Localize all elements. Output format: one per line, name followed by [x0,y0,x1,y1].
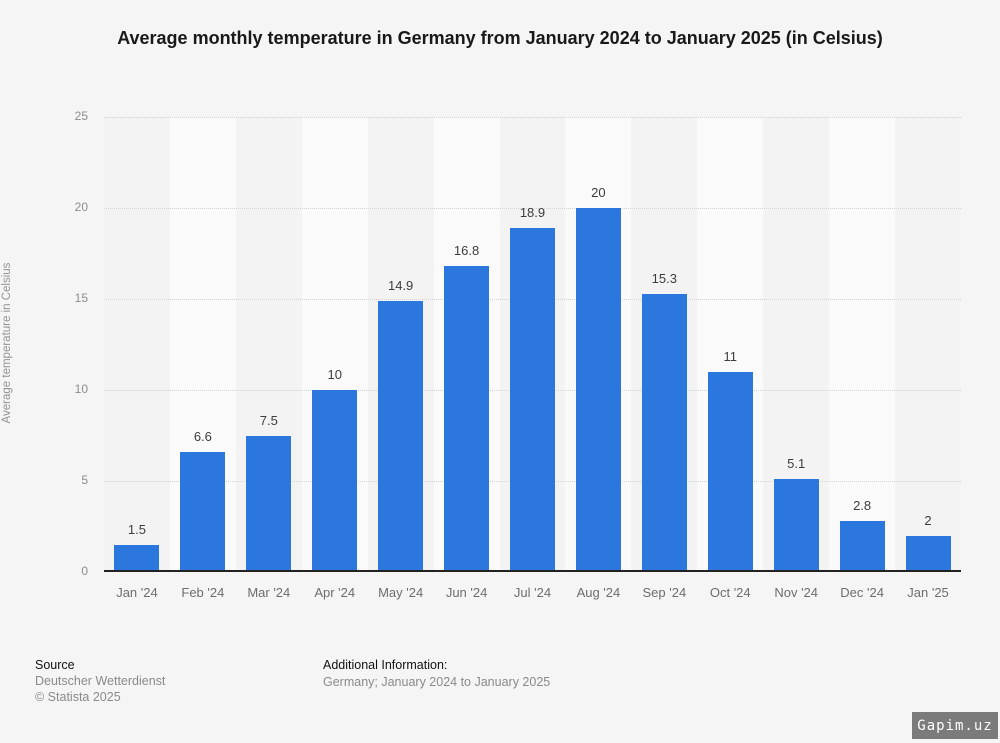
bar-value-label: 7.5 [259,412,278,428]
footer-additional-block: Additional Information: Germany; January… [323,657,550,691]
x-axis-label: Jan '25 [907,585,949,600]
x-axis-label: Jul '24 [513,585,552,600]
bar-value-label: 2.8 [853,498,872,514]
bar-value-label: 20 [591,185,606,200]
x-axis-label: Aug '24 [576,585,621,600]
x-axis-label: Jun '24 [445,585,488,600]
x-axis-label: Feb '24 [181,585,225,600]
bar-feb24[interactable] [180,451,226,572]
bar-value-label: 6.6 [193,428,212,444]
bar-sep24[interactable] [641,293,687,572]
chart-title: Average monthly temperature in Germany f… [117,28,883,48]
y-tick-label: 25 [74,109,88,123]
bar-aug24[interactable] [575,208,621,572]
x-axis-label: May '24 [378,585,424,600]
y-tick-label: 15 [74,291,88,305]
bar-value-label: 11 [723,348,738,364]
bar-value-label: 18.9 [519,205,546,221]
bar-jan25[interactable] [905,535,951,572]
y-axis-title: Average temperature in Celsius [1,262,13,424]
plot-area: 1.5 6.6 7.5 10 14.9 16.8 18.9 20 15.3 11 5.1 2.8 2 [104,117,961,572]
bar-value-label: 15.3 [651,270,677,286]
x-axis-label: Dec '24 [840,585,884,600]
bar-may24[interactable] [378,300,424,572]
bar-value-label: 5.1 [787,456,806,472]
y-tick-label: 5 [81,473,88,487]
bar-value-label: 14.9 [387,277,414,293]
x-axis-label: Jan '24 [116,585,158,600]
x-axis-label: Mar '24 [247,585,291,600]
plot-column-stripe [895,117,961,572]
copyright: © Statista 2025 [35,690,121,704]
x-axis-line [104,570,961,572]
watermark-text: Gapim.uz [917,717,993,734]
y-tick-label: 10 [74,382,88,396]
additional-info-label: Additional Information: [323,658,448,672]
bar-jan24[interactable] [114,544,160,572]
watermark-badge: Gapim.uz [912,712,998,739]
bar-jul24[interactable] [510,228,555,572]
x-axis-label: Sep '24 [642,585,687,600]
bar-value-label: 10 [327,367,342,382]
bar-mar24[interactable] [246,435,292,572]
x-axis-label: Oct '24 [709,585,751,600]
plot-column-stripe [829,117,896,572]
plot-column-stripe [104,117,170,572]
gridline [104,208,961,209]
additional-info-text: Germany; January 2024 to January 2025 [323,675,551,689]
x-axis-label: Apr '24 [314,585,356,600]
bar-nov24[interactable] [773,479,819,572]
bar-jun24[interactable] [444,266,490,572]
bar-value-label: 16.8 [453,243,480,259]
gridline [104,117,961,118]
bar-oct24[interactable] [707,371,753,572]
y-tick-label: 20 [74,200,88,214]
bar-value-label: 1.5 [127,521,146,537]
y-tick-label: 0 [81,564,88,578]
source-label: Source [35,658,75,672]
footer-source-block: Source Deutscher Wetterdienst © Statista… [35,657,165,705]
x-axis-label: Nov '24 [774,585,819,600]
bar-dec24[interactable] [839,521,885,572]
source-name: Deutscher Wetterdienst [35,674,166,688]
bar-apr24[interactable] [312,390,358,572]
bar-value-label: 2 [924,512,932,528]
